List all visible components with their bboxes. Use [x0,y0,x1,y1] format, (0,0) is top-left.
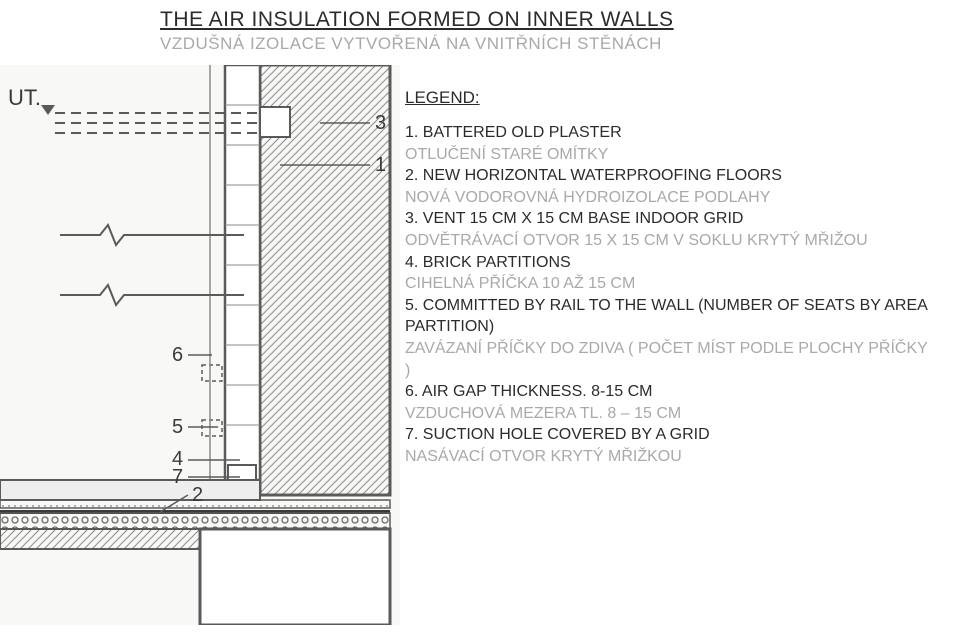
legend-item-1-cz: OTLUČENÍ STARÉ OMÍTKY [405,144,935,166]
title-block: THE AIR INSULATION FORMED ON INNER WALLS… [160,8,800,54]
label-ut: UT. [8,85,41,110]
callout-3: 3 [375,112,386,134]
title-cz: VZDUŠNÁ IZOLACE VYTVOŘENÁ NA VNITŘNÍCH S… [160,34,800,54]
legend-item-4-en: 4. BRICK PARTITIONS [405,252,935,274]
legend-item-3-cz: ODVĚTRÁVACÍ OTVOR 15 X 15 CM V SOKLU KRY… [405,230,935,252]
legend-block: LEGEND: 1. BATTERED OLD PLASTER OTLUČENÍ… [405,88,935,468]
callout-5: 5 [172,416,183,438]
legend-item-4-cz: CIHELNÁ PŘÍČKA 10 AŽ 15 CM [405,273,935,295]
callout-2: 2 [192,484,203,506]
legend-item-7-cz: NASÁVACÍ OTVOR KRYTÝ MŘIŽKOU [405,446,935,468]
legend-item-2-en: 2. NEW HORIZONTAL WATERPROOFING FLOORS [405,165,935,187]
legend-heading: LEGEND: [405,88,935,108]
section-diagram: 3 1 6 5 4 7 2 UT. [0,65,400,625]
title-en: THE AIR INSULATION FORMED ON INNER WALLS [160,8,800,32]
legend-item-2-cz: NOVÁ VODOROVNÁ HYDROIZOLACE PODLAHY [405,187,935,209]
legend-item-6-en: 6. AIR GAP THICKNESS. 8-15 CM [405,381,935,403]
callout-6: 6 [172,344,183,366]
legend-item-5-cz: ZAVÁZANÍ PŘÍČKY DO ZDIVA ( POČET MÍST PO… [405,338,935,381]
legend-item-1-en: 1. BATTERED OLD PLASTER [405,122,935,144]
callout-1: 1 [375,154,386,176]
legend-item-7-en: 7. SUCTION HOLE COVERED BY A GRID [405,424,935,446]
legend-item-3-en: 3. VENT 15 CM X 15 CM BASE INDOOR GRID [405,208,935,230]
legend-item-6-cz: VZDUCHOVÁ MEZERA TL. 8 – 15 CM [405,403,935,425]
callout-7: 7 [172,466,183,488]
legend-item-5-en: 5. COMMITTED BY RAIL TO THE WALL (NUMBER… [405,295,935,338]
